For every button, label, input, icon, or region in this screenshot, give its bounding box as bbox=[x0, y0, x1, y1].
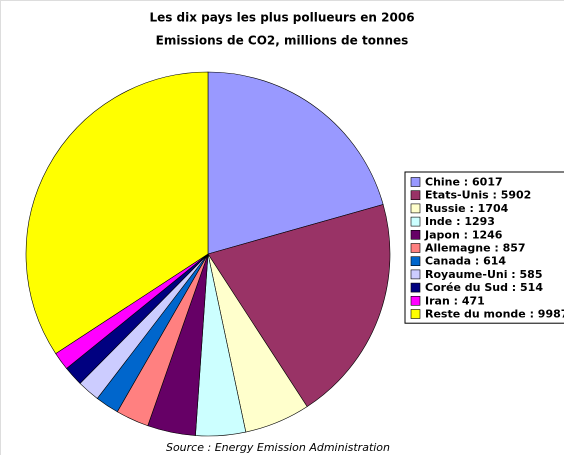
chart-title: Les dix pays les plus pollueurs en 2006 bbox=[149, 11, 414, 25]
legend-swatch bbox=[410, 243, 421, 253]
legend-label: Inde : 1293 bbox=[425, 215, 495, 228]
legend-label: Etats-Unis : 5902 bbox=[425, 189, 531, 202]
legend-swatch bbox=[410, 295, 421, 306]
legend-swatch bbox=[410, 269, 421, 280]
source-note: Source : Energy Emission Administration bbox=[166, 441, 390, 454]
legend-label: Iran : 471 bbox=[425, 294, 485, 307]
legend-label: Allemagne : 857 bbox=[425, 242, 526, 255]
legend-swatch bbox=[410, 203, 421, 214]
legend-swatch bbox=[410, 190, 421, 200]
pie-slice bbox=[207, 71, 384, 255]
legend-swatch bbox=[410, 230, 421, 240]
legend-label: Royaume-Uni : 585 bbox=[425, 268, 543, 281]
pie-slice bbox=[207, 204, 391, 408]
legend-label: Japon : 1246 bbox=[424, 228, 503, 241]
legend-swatch bbox=[410, 309, 421, 319]
legend-swatch bbox=[410, 256, 421, 267]
legend-swatch bbox=[410, 282, 421, 293]
chart-subtitle: Emissions de CO2, millions de tonnes bbox=[156, 34, 409, 48]
legend-label: Russie : 1704 bbox=[425, 202, 509, 215]
legend-box bbox=[404, 171, 564, 324]
legend-swatch bbox=[410, 216, 421, 227]
legend-label: Chine : 6017 bbox=[425, 176, 503, 189]
legend-label: Reste du monde : 9987 bbox=[425, 308, 564, 321]
legend-swatch bbox=[410, 177, 421, 187]
legend-label: Canada : 614 bbox=[425, 255, 506, 268]
legend-label: Corée du Sud : 514 bbox=[425, 281, 543, 294]
pie-slice bbox=[25, 71, 209, 354]
